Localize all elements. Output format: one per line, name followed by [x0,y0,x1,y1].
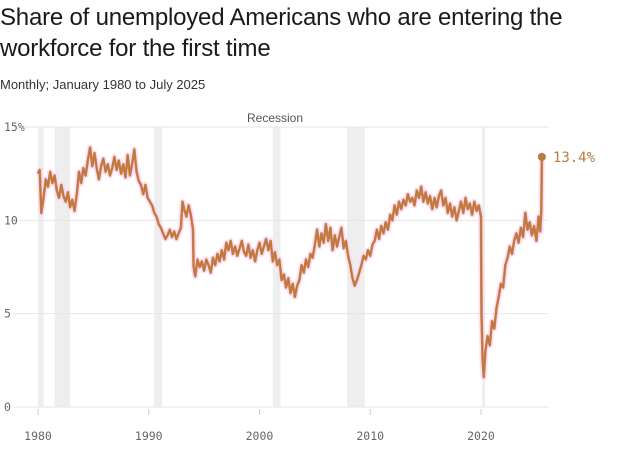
chart-title: Share of unemployed Americans who are en… [0,4,563,62]
x-tick-label: 1980 [24,429,52,443]
end-value-label: 13.4% [553,150,596,166]
recession-band [346,127,365,407]
gridlines [14,126,548,408]
recession-band [38,127,44,407]
series-glow [35,144,545,381]
recession-band [54,127,71,407]
x-tick-label: 2010 [356,429,384,443]
x-tick-label: 2000 [246,429,274,443]
series-lines [35,144,545,381]
y-tick-label: 10 [4,213,18,227]
end-point-marker [537,152,546,161]
x-tick-label: 2020 [467,429,495,443]
series-line [37,146,543,378]
x-axis-ticks: 1980 1990 2000 2010 2020 [24,409,495,443]
chart-subtitle: Monthly; January 1980 to July 2025 [0,77,206,92]
y-tick-label: 0 [4,400,11,414]
y-tick-label: 5 [4,307,11,321]
y-tick-label: 15% [4,120,25,134]
recession-label: Recession [247,111,303,125]
x-tick-label: 1990 [135,429,163,443]
y-axis-ticks: 0 5 10 15% [4,120,25,414]
recession-band [154,127,163,407]
series-highlight [36,146,544,379]
